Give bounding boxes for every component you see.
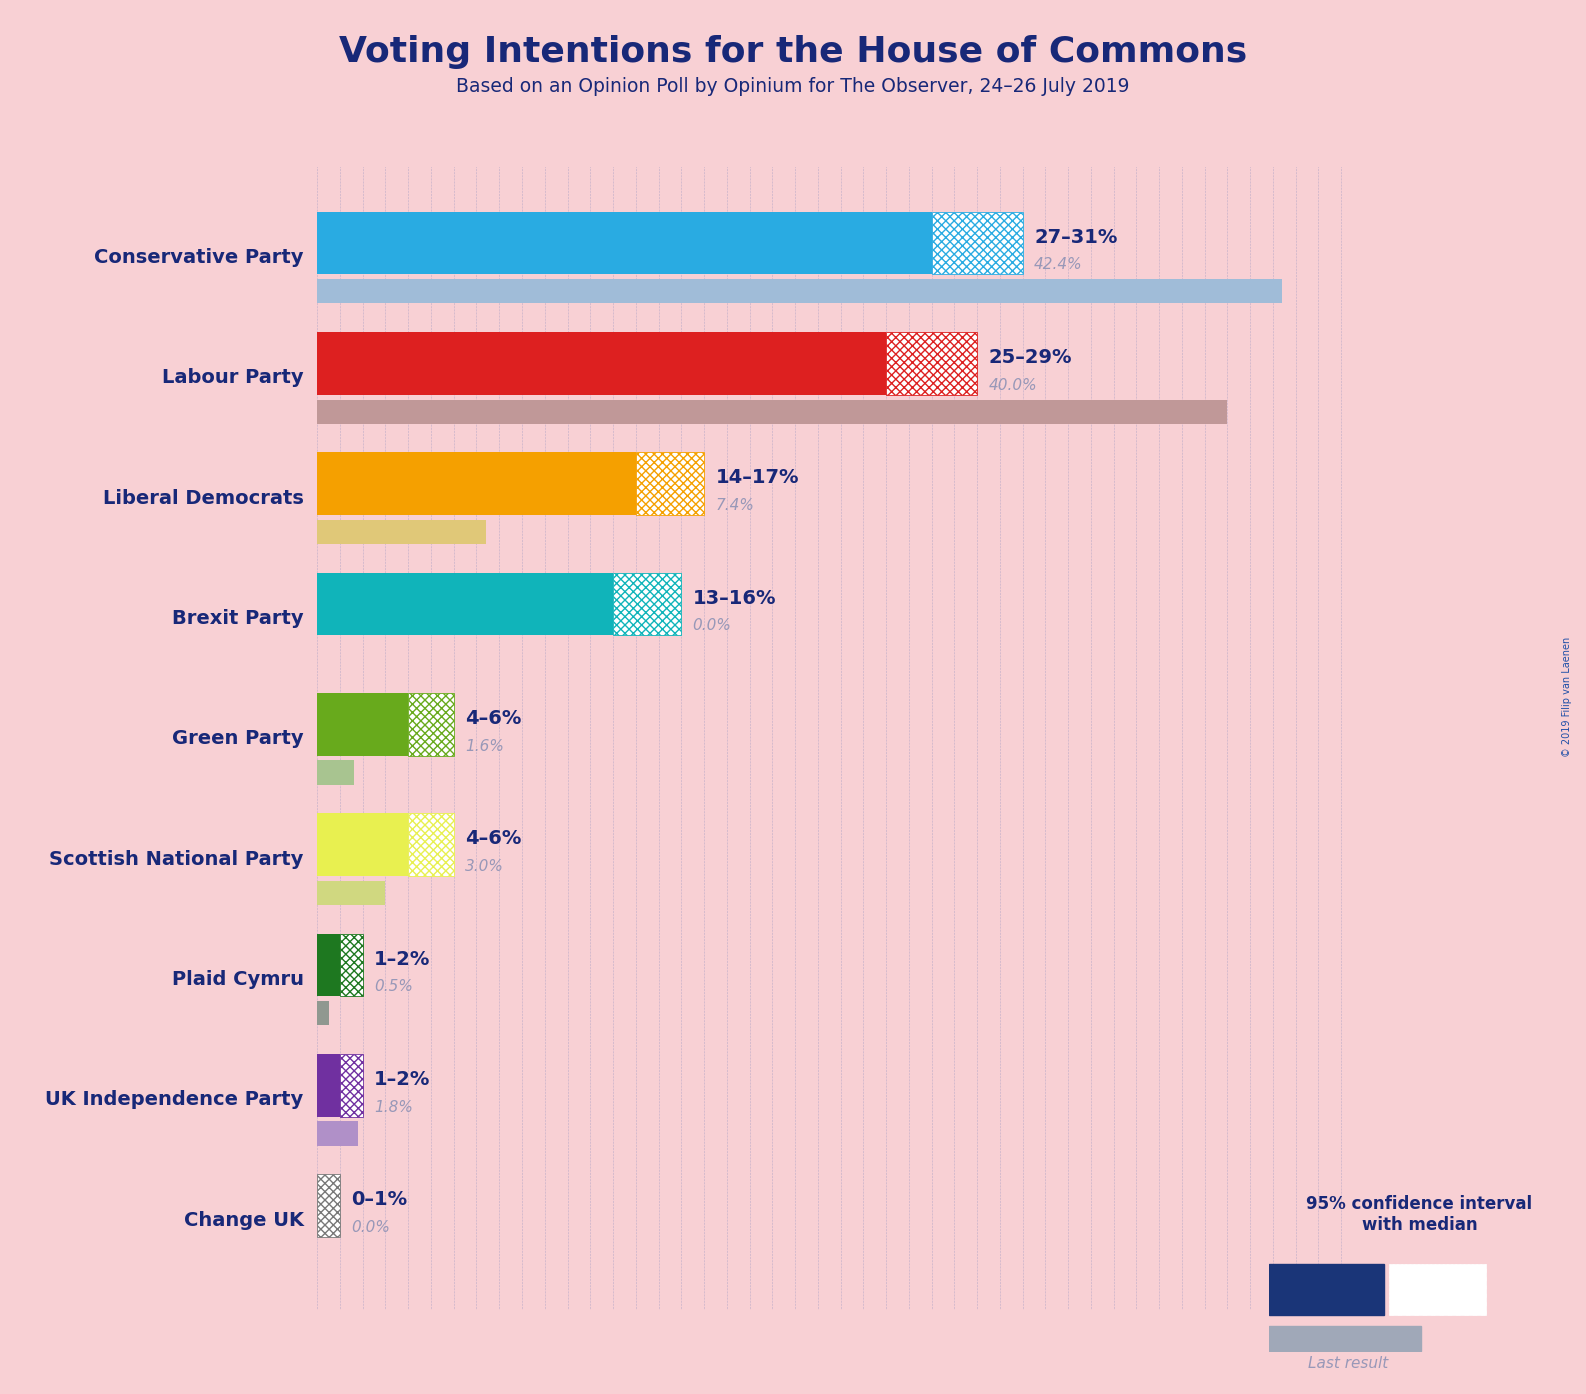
Text: 1.6%: 1.6% xyxy=(465,739,504,754)
Text: 25–29%: 25–29% xyxy=(988,348,1072,367)
Bar xyxy=(1389,1264,1486,1315)
Bar xyxy=(317,1054,339,1117)
Bar xyxy=(339,1054,363,1117)
Bar xyxy=(317,573,614,636)
Bar xyxy=(317,1121,358,1146)
Text: 7.4%: 7.4% xyxy=(715,498,755,513)
Bar xyxy=(339,934,363,997)
Text: Liberal Democrats: Liberal Democrats xyxy=(103,489,303,507)
Text: 0.0%: 0.0% xyxy=(352,1220,390,1235)
Bar xyxy=(317,453,636,514)
Text: Conservative Party: Conservative Party xyxy=(94,248,303,268)
Text: Green Party: Green Party xyxy=(171,729,303,749)
Text: 3.0%: 3.0% xyxy=(465,859,504,874)
Bar xyxy=(317,814,408,875)
Bar xyxy=(408,814,454,875)
Text: Voting Intentions for the House of Commons: Voting Intentions for the House of Commo… xyxy=(339,35,1247,68)
Bar xyxy=(317,1001,328,1025)
Bar xyxy=(317,934,339,997)
Bar xyxy=(317,212,931,275)
Bar xyxy=(887,332,977,395)
Text: 13–16%: 13–16% xyxy=(693,588,776,608)
Text: 42.4%: 42.4% xyxy=(1034,258,1083,272)
Text: 14–17%: 14–17% xyxy=(715,468,799,488)
Text: 4–6%: 4–6% xyxy=(465,710,522,728)
Bar xyxy=(317,881,385,905)
Bar xyxy=(317,761,354,785)
Text: Last result: Last result xyxy=(1308,1356,1388,1370)
Text: 4–6%: 4–6% xyxy=(465,829,522,848)
Text: 40.0%: 40.0% xyxy=(988,378,1037,393)
Text: 0.5%: 0.5% xyxy=(374,979,412,994)
Text: © 2019 Filip van Laenen: © 2019 Filip van Laenen xyxy=(1562,637,1572,757)
Text: 1–2%: 1–2% xyxy=(374,949,430,969)
Bar xyxy=(317,1174,339,1236)
Text: Brexit Party: Brexit Party xyxy=(171,609,303,627)
Bar xyxy=(614,573,682,636)
Text: 1–2%: 1–2% xyxy=(374,1069,430,1089)
Bar xyxy=(636,453,704,514)
Text: UK Independence Party: UK Independence Party xyxy=(46,1090,303,1110)
Text: 95% confidence interval
with median: 95% confidence interval with median xyxy=(1307,1195,1532,1234)
Text: Change UK: Change UK xyxy=(184,1210,303,1230)
Text: 1.8%: 1.8% xyxy=(374,1100,412,1115)
Bar xyxy=(1269,1264,1385,1315)
Bar xyxy=(317,332,887,395)
Bar xyxy=(317,400,1228,424)
Bar xyxy=(931,212,1023,275)
Text: Scottish National Party: Scottish National Party xyxy=(49,850,303,868)
Text: Labour Party: Labour Party xyxy=(162,368,303,388)
Text: 27–31%: 27–31% xyxy=(1034,227,1118,247)
Bar xyxy=(317,520,485,544)
Bar xyxy=(317,693,408,756)
Text: Plaid Cymru: Plaid Cymru xyxy=(171,970,303,988)
Text: 0.0%: 0.0% xyxy=(693,618,731,633)
Bar xyxy=(317,279,1281,304)
Text: 0–1%: 0–1% xyxy=(352,1190,408,1209)
Text: Based on an Opinion Poll by Opinium for The Observer, 24–26 July 2019: Based on an Opinion Poll by Opinium for … xyxy=(457,77,1129,96)
Bar xyxy=(408,693,454,756)
